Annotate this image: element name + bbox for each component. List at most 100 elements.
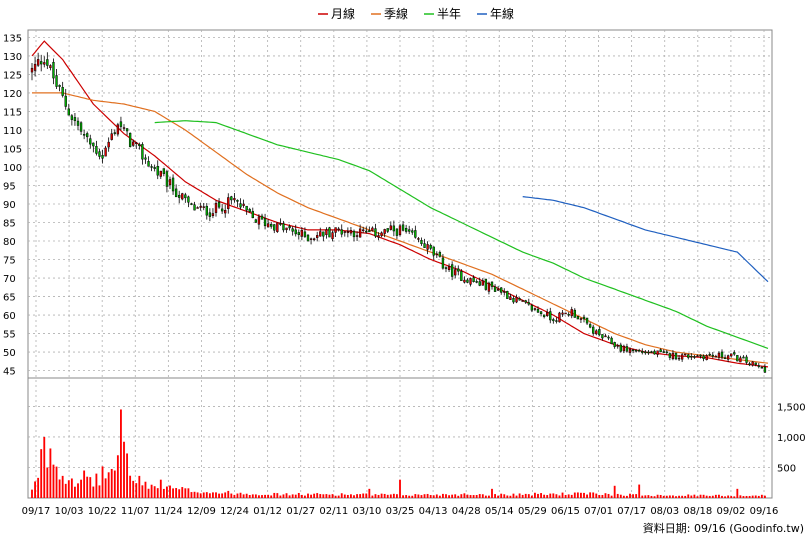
date-tick-label-21: 09/02: [716, 506, 745, 517]
volume-bar: [672, 495, 674, 498]
candle-body: [334, 227, 337, 233]
candle-body: [500, 287, 503, 293]
candle-body: [371, 227, 374, 231]
candle-body: [582, 316, 586, 320]
candle-body: [89, 138, 92, 145]
candle-body: [217, 201, 221, 208]
candle-body: [276, 222, 279, 232]
candle-body: [358, 228, 362, 238]
volume-bar: [665, 495, 668, 498]
volume-bar: [248, 495, 251, 498]
candle-body: [662, 351, 665, 353]
volume-bar: [236, 493, 239, 498]
candle-body: [760, 366, 764, 369]
volume-bar: [567, 494, 570, 498]
candle-body: [306, 234, 310, 242]
volume-bar: [374, 494, 377, 498]
candle-body: [257, 216, 261, 225]
candle-body: [162, 168, 166, 174]
volume-bar: [181, 487, 184, 498]
volume-bar: [543, 494, 546, 498]
volume-bar: [389, 494, 392, 498]
candle-body: [408, 229, 411, 232]
candle-body: [58, 84, 61, 87]
volume-bar: [659, 494, 662, 498]
candle-body: [653, 350, 656, 355]
volume-bar: [472, 495, 475, 498]
candle-body: [622, 345, 626, 352]
candle-body: [619, 344, 622, 352]
date-tick-label-7: 01/12: [253, 506, 282, 517]
candle-body: [561, 312, 564, 315]
candle-body: [533, 308, 537, 310]
candle-body: [726, 355, 730, 360]
volume-bar: [653, 496, 656, 498]
candle-body: [723, 357, 727, 359]
volume-bar: [613, 485, 616, 498]
volume-bar: [481, 494, 484, 498]
candle-body: [236, 199, 239, 202]
volume-bars: [31, 409, 766, 498]
volume-bar: [438, 495, 441, 498]
volume-bar: [721, 495, 723, 498]
volume-bar: [371, 495, 374, 498]
volume-bar: [392, 493, 395, 498]
volume-bar: [49, 448, 52, 498]
volume-bar: [212, 492, 214, 498]
volume-bar: [276, 493, 279, 498]
candle-body: [444, 267, 448, 269]
legend-label-0: 月線: [331, 6, 355, 21]
candle-body: [260, 215, 264, 220]
candle-body: [282, 223, 285, 231]
volume-bar: [488, 495, 490, 498]
candle-body: [552, 319, 555, 322]
volume-bar: [300, 494, 303, 498]
volume-bar: [92, 486, 95, 498]
volume-bar: [227, 490, 230, 498]
volume-bar: [319, 494, 322, 498]
date-tick-label-20: 08/18: [683, 506, 712, 517]
price-tick-label-5: 70: [3, 274, 16, 285]
candle-body: [233, 198, 236, 201]
date-tick-label-22: 09/16: [750, 506, 779, 517]
volume-bar: [230, 493, 233, 498]
volume-bar: [64, 483, 67, 498]
candle-body: [325, 229, 328, 235]
volume-bar: [215, 492, 217, 498]
volume-bar: [426, 493, 429, 498]
volume-bar: [527, 494, 530, 498]
candle-body: [720, 351, 724, 358]
candle-body: [665, 351, 668, 354]
candle-body: [579, 318, 583, 320]
volume-bar: [89, 477, 92, 498]
volume-bar: [619, 494, 622, 498]
candle-body: [316, 235, 319, 238]
volume-bar: [435, 494, 438, 498]
date-tick-label-10: 03/10: [352, 506, 381, 517]
date-tick-label-4: 11/24: [154, 506, 183, 517]
volume-bar: [279, 495, 282, 498]
volume-bar: [742, 496, 745, 498]
candle-body: [263, 218, 267, 227]
volume-bar: [205, 492, 208, 498]
candle-body: [567, 313, 570, 316]
volume-bar: [457, 495, 460, 498]
volume-bar: [641, 495, 644, 498]
price-tick-label-15: 120: [3, 89, 22, 100]
candle-body: [309, 238, 313, 240]
volume-bar: [580, 492, 582, 498]
volume-bar: [610, 495, 613, 498]
price-tick-label-18: 135: [3, 33, 22, 44]
candle-body: [377, 235, 380, 238]
candle-body: [156, 166, 159, 176]
volume-tick-label-2: 1,500: [777, 402, 806, 413]
volume-bar: [350, 494, 352, 498]
candle-body: [178, 194, 181, 198]
candle-body: [303, 231, 307, 237]
legend-label-1: 季線: [384, 6, 408, 21]
volume-bar: [399, 479, 401, 498]
candle-body: [144, 157, 147, 160]
candle-body: [454, 269, 457, 276]
candle-body: [242, 203, 245, 206]
volume-bar: [340, 493, 343, 498]
